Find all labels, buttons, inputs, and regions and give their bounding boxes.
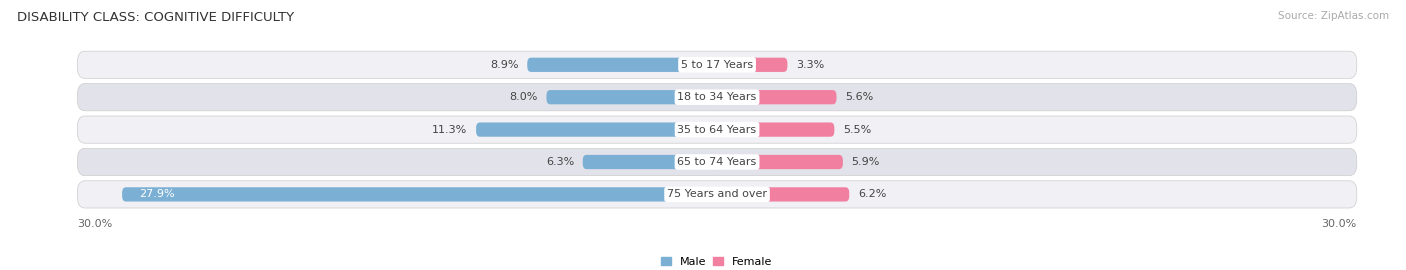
- FancyBboxPatch shape: [477, 123, 717, 137]
- Text: 5.9%: 5.9%: [852, 157, 880, 167]
- FancyBboxPatch shape: [77, 116, 1357, 143]
- FancyBboxPatch shape: [77, 84, 1357, 111]
- Text: 75 Years and over: 75 Years and over: [666, 189, 768, 200]
- FancyBboxPatch shape: [77, 181, 1357, 208]
- Text: 6.2%: 6.2%: [858, 189, 886, 200]
- FancyBboxPatch shape: [717, 90, 837, 104]
- Text: 3.3%: 3.3%: [796, 60, 824, 70]
- Text: 30.0%: 30.0%: [77, 219, 112, 229]
- Text: 27.9%: 27.9%: [139, 189, 174, 200]
- Text: 65 to 74 Years: 65 to 74 Years: [678, 157, 756, 167]
- Text: 5.6%: 5.6%: [845, 92, 873, 102]
- FancyBboxPatch shape: [717, 123, 834, 137]
- FancyBboxPatch shape: [717, 155, 842, 169]
- Text: 11.3%: 11.3%: [432, 124, 468, 135]
- FancyBboxPatch shape: [717, 58, 787, 72]
- Text: 5.5%: 5.5%: [842, 124, 872, 135]
- FancyBboxPatch shape: [122, 187, 717, 201]
- Text: 35 to 64 Years: 35 to 64 Years: [678, 124, 756, 135]
- FancyBboxPatch shape: [582, 155, 717, 169]
- Legend: Male, Female: Male, Female: [661, 256, 773, 266]
- Text: 30.0%: 30.0%: [1322, 219, 1357, 229]
- Text: 6.3%: 6.3%: [546, 157, 574, 167]
- FancyBboxPatch shape: [717, 187, 849, 201]
- Text: Source: ZipAtlas.com: Source: ZipAtlas.com: [1278, 11, 1389, 21]
- FancyBboxPatch shape: [527, 58, 717, 72]
- Text: 8.0%: 8.0%: [509, 92, 538, 102]
- Text: 5 to 17 Years: 5 to 17 Years: [681, 60, 754, 70]
- FancyBboxPatch shape: [77, 148, 1357, 176]
- Text: DISABILITY CLASS: COGNITIVE DIFFICULTY: DISABILITY CLASS: COGNITIVE DIFFICULTY: [17, 11, 294, 24]
- FancyBboxPatch shape: [77, 51, 1357, 78]
- FancyBboxPatch shape: [547, 90, 717, 104]
- Text: 8.9%: 8.9%: [491, 60, 519, 70]
- Text: 18 to 34 Years: 18 to 34 Years: [678, 92, 756, 102]
